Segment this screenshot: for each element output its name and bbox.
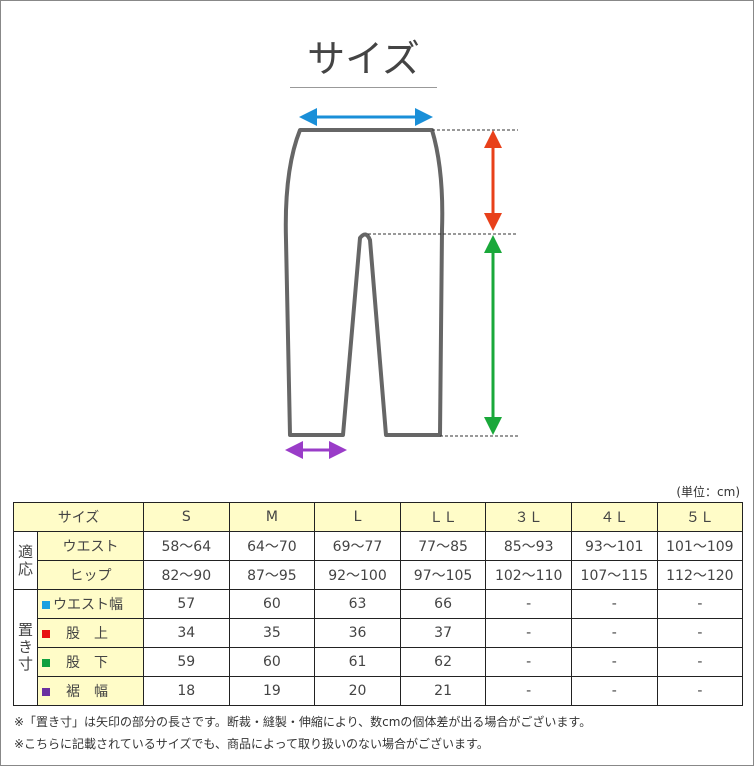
pants-diagram (283, 108, 518, 459)
table-row: 股 上 34 35 36 37- - - (14, 618, 744, 648)
table-cell: - (656, 589, 744, 619)
table-cell: 77～85 (399, 531, 487, 561)
page-title: サイズ (307, 37, 420, 81)
table-cell: 112～120 (656, 560, 744, 590)
table-cell: 21 (399, 676, 487, 706)
size-col: ５Ｌ (656, 502, 744, 532)
table-cell: 37 (399, 618, 487, 648)
table-cell: - (570, 589, 658, 619)
table-cell: 93～101 (570, 531, 658, 561)
table-row: 適応 ウエスト 58～64 64～70 69～77 77～85 85～93 93～101 101… (13, 531, 744, 590)
table-cell: 63 (314, 589, 401, 619)
size-col: M (228, 502, 316, 532)
table-row: ヒップ 82～90 87～95 92～100 97～105 102～110 107～115 1… (14, 560, 744, 590)
table-cell: 59 (143, 647, 230, 677)
color-marker-icon (42, 659, 50, 667)
size-col: ４Ｌ (570, 502, 658, 532)
table-cell: 60 (228, 589, 316, 619)
row-label: ヒップ (37, 560, 144, 590)
row-label-text: ウエスト (62, 539, 119, 555)
table-cell: 85～93 (485, 531, 572, 561)
color-marker-icon (42, 630, 50, 638)
table-cell: - (656, 676, 744, 706)
table-cell: 35 (228, 618, 316, 648)
table-cell: 36 (314, 618, 401, 648)
table-cell: - (485, 676, 572, 706)
group-fit-label: 適応 (13, 531, 38, 590)
table-row: 裾 幅 18 19 20 21- - - (14, 676, 744, 706)
table-cell: - (656, 618, 744, 648)
color-marker-icon (42, 688, 50, 696)
table-cell: 60 (228, 647, 316, 677)
table-row: 股 下 59 60 61 62- - - (14, 647, 744, 677)
size-col: S (143, 502, 230, 532)
table-cell: 19 (228, 676, 316, 706)
table-cell: - (570, 618, 658, 648)
table-cell: 97～105 (399, 560, 487, 590)
table-cell: 66 (399, 589, 487, 619)
row-label: 股 下 (37, 647, 144, 677)
table-cell: - (570, 676, 658, 706)
row-label: ウエスト幅 (37, 589, 144, 619)
table-cell: - (656, 647, 744, 677)
size-header: サイズ (13, 502, 144, 532)
table-cell: 101～109 (656, 531, 744, 561)
table-cell: 34 (143, 618, 230, 648)
size-col: L (314, 502, 401, 532)
note-1: ※「置き寸」は矢印の部分の長さです。断裁・縫製・伸縮により、数cmの個体差が出る… (14, 715, 592, 729)
table-cell: 92～100 (314, 560, 401, 590)
table-cell: 58～64 (143, 531, 230, 561)
table-cell: 69～77 (314, 531, 401, 561)
size-col: ３Ｌ (485, 502, 572, 532)
table-cell: 57 (143, 589, 230, 619)
table-cell: 61 (314, 647, 401, 677)
row-label: 股 上 (37, 618, 144, 648)
size-col: ＬＬ (399, 502, 487, 532)
unit-label: (単位：cm) (676, 485, 740, 499)
group-flat-label: 置き寸 (13, 589, 38, 706)
table-cell: 107～115 (570, 560, 658, 590)
table-cell: 62 (399, 647, 487, 677)
table-cell: 102～110 (485, 560, 572, 590)
row-label: ウエスト (37, 531, 144, 561)
row-label: 裾 幅 (37, 676, 144, 706)
row-label-text: 股 上 (66, 626, 108, 642)
table-cell: - (485, 618, 572, 648)
size-table: サイズ S M L ＬＬ ３Ｌ ４Ｌ ５Ｌ 適応 ウエスト 58～64 64～70 69… (13, 502, 744, 706)
table-cell: 18 (143, 676, 230, 706)
table-cell: - (570, 647, 658, 677)
row-label-text: ウエスト幅 (53, 597, 123, 613)
row-label-text: ヒップ (69, 568, 112, 584)
note-2: ※こちらに記載されているサイズでも、商品によって取り扱いのない場合がございます。 (14, 737, 489, 751)
table-cell: 87～95 (228, 560, 316, 590)
table-cell: - (485, 589, 572, 619)
table-cell: - (485, 647, 572, 677)
table-cell: 64～70 (228, 531, 316, 561)
table-cell: 82～90 (143, 560, 230, 590)
row-label-text: 股 下 (66, 655, 108, 671)
pants-outline (283, 128, 445, 437)
color-marker-icon (42, 601, 50, 609)
table-header-row: サイズ S M L ＬＬ ３Ｌ ４Ｌ ５Ｌ (13, 502, 744, 532)
title-underline (290, 87, 437, 88)
table-row: 置き寸 ウエスト幅 57 60 63 66- - - (13, 589, 744, 706)
table-cell: 20 (314, 676, 401, 706)
row-label-text: 裾 幅 (66, 684, 108, 700)
